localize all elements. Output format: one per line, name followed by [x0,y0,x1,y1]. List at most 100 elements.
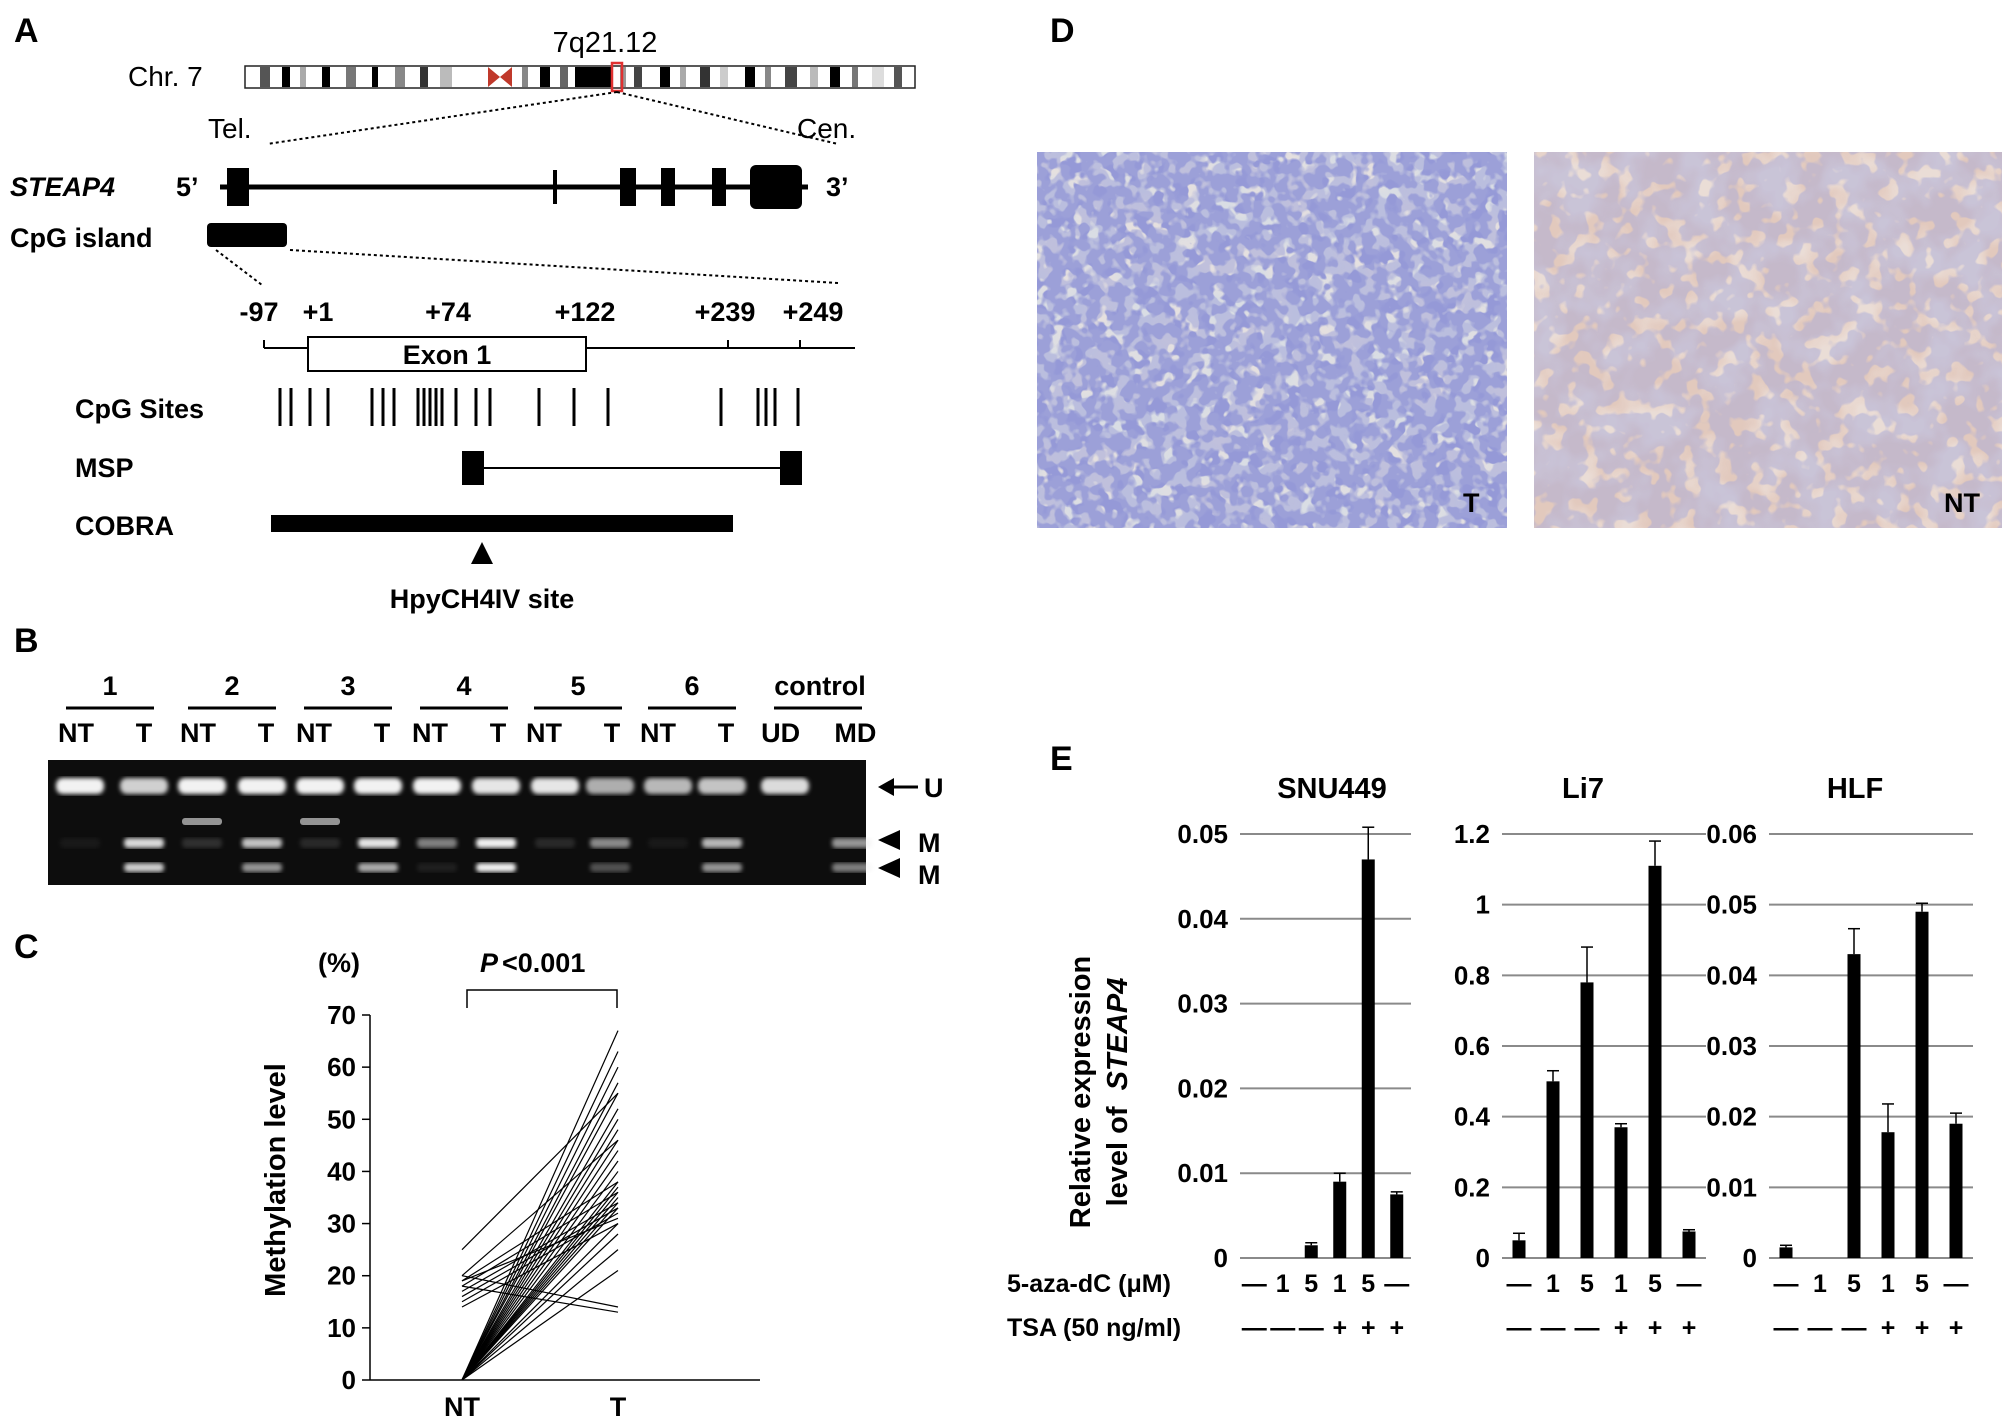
msp-label: MSP [75,453,134,483]
pos-label: +74 [425,297,471,327]
sample-pair-line [461,1223,619,1308]
gene-structure: STEAP4 5’ 3’ [10,165,849,209]
y-tick-label: 0.8 [1454,960,1490,990]
pos-label: -97 [239,297,278,327]
sample-pair-line [461,1217,619,1282]
aza-treatment: — [1507,1270,1532,1298]
ihc-image-nontumor: NT [1534,152,2002,528]
gene-name: STEAP4 [10,172,115,202]
sample-pair-line [461,1092,619,1381]
msp-primers [462,451,802,485]
y-tick-label: 60 [327,1052,356,1082]
gel-band-m2 [417,863,457,872]
expression-charts: SNU44900.010.020.030.040.05——1—5—1+5+—+L… [1177,773,1973,1342]
exon-1-box [307,336,587,372]
expression-bar [1580,982,1594,1258]
tel-label: Tel. [208,113,252,144]
sample-pair-line [461,1202,619,1292]
sample-pair-line [461,1139,619,1277]
band-u-label: U [924,773,944,803]
gel-group-label: 4 [456,671,471,701]
tsa-treatment: — [1299,1314,1324,1342]
chart-title: Li7 [1562,773,1604,805]
pos-label: +249 [783,297,844,327]
aza-treatment: — [1944,1270,1969,1298]
y-axis-label-line1: Relative expression [1065,956,1097,1228]
gel-band-m1 [182,838,222,848]
gel-band-u [296,778,344,794]
aza-treatment: 1 [1333,1270,1347,1298]
gel-lane-label: T [604,718,621,748]
gel-band-u [56,778,104,794]
gel-band-m2 [590,863,630,872]
gel-band-faint [300,818,340,825]
y-tick-label: 50 [327,1104,356,1134]
nontumor-label: NT [1944,488,1980,518]
three-prime-label: 3’ [826,172,849,202]
expression-bar [1361,859,1375,1258]
gel-band-m1 [242,838,282,848]
y-tick-label: 0.02 [1706,1102,1757,1132]
expression-bar [1648,865,1662,1258]
tsa-treatment: — [1507,1314,1532,1342]
panel-b-label: B [14,622,39,660]
gel-band-m1 [648,838,688,848]
aza-treatment: 5 [1361,1270,1375,1298]
gel-group-label: control [774,671,866,701]
gel-group-label: 5 [570,671,585,701]
band-label: 7q21.12 [553,27,658,59]
exon-label: Exon 1 [403,340,492,370]
gel-band-m2 [702,863,742,872]
methylation-axes: 0 10 20 30 40 50 60 70 NT T [327,1000,760,1422]
gel-band-m1 [702,838,742,848]
gel-band-u [586,778,634,794]
gel-band-m1 [476,838,516,848]
sample-pair-line [461,1066,619,1381]
sample-pair-line [461,1275,619,1308]
aza-treatment: — [1242,1270,1267,1298]
aza-treatment: 5 [1648,1270,1662,1298]
aza-treatment: 5 [1915,1270,1929,1298]
y-tick-label: 1 [1476,890,1490,920]
gel-lane-label: NT [296,718,332,748]
gel-lane-label: T [718,718,735,748]
tsa-treatment: — [1774,1314,1799,1342]
panel-e: E Relative expression level of STEAP4 SN… [1007,740,1973,1342]
cpg-sites-label: CpG Sites [75,394,204,424]
y-tick-label: 0.06 [1706,819,1757,849]
y-tick-label: 0 [342,1365,356,1395]
gel-band-faint [182,818,222,825]
p-letter: P [480,948,499,978]
aza-treatment: 5 [1847,1270,1861,1298]
gel-group-label: 6 [684,671,699,701]
tsa-treatment: + [1682,1314,1697,1342]
gel-lane-label: MD [834,718,876,748]
gel-lane-label: NT [640,718,676,748]
expression-bar [1333,1181,1347,1258]
pos-label: +239 [695,297,756,327]
gel-band-m2 [832,863,872,872]
sample-pair-line [461,1207,619,1381]
tumor-label: T [1463,488,1480,518]
y-tick-label: 0.6 [1454,1031,1490,1061]
sample-pair-line [461,1223,619,1381]
gel-bands [56,778,872,872]
gel-band-m1 [358,838,398,848]
tsa-treatment: + [1915,1314,1930,1342]
aza-treatment: 1 [1276,1270,1290,1298]
gel-band-u [413,778,461,794]
gel-band-u [354,778,402,794]
gel-band-m2 [358,863,398,872]
gel-band-m2 [124,863,164,872]
gel-band-u [120,778,168,794]
y-tick-label: 0.03 [1706,1031,1757,1061]
gel-band-m1 [124,838,164,848]
pos-label: +1 [303,297,334,327]
x-category-label: T [610,1392,627,1422]
ylabel-gene: STEAP4 [1102,978,1134,1091]
y-tick-label: 0.03 [1177,989,1228,1019]
gel-band-m1 [300,838,340,848]
aza-treatment: 5 [1580,1270,1594,1298]
gel-band-m1 [832,838,872,848]
gel-group-label: 2 [224,671,239,701]
